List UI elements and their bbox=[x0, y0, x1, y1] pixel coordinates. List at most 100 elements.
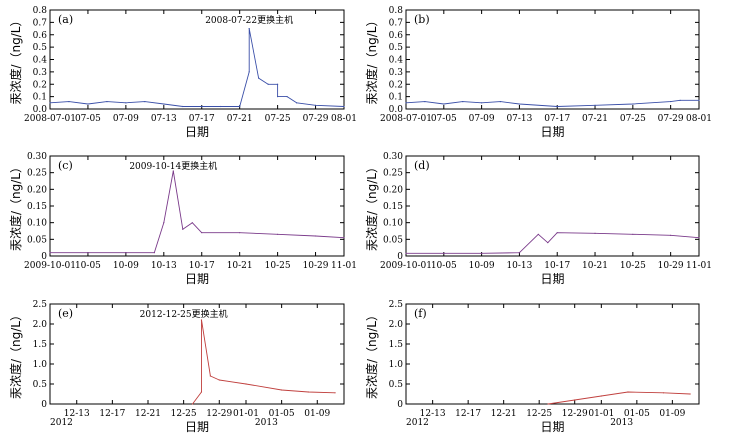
x-tick-label: 07-29 bbox=[658, 114, 684, 124]
y-tick-label: 0.4 bbox=[389, 56, 404, 66]
data-point bbox=[662, 392, 665, 394]
year-label: 2013 bbox=[610, 418, 633, 428]
y-tick-label: 0.5 bbox=[389, 380, 404, 390]
data-point bbox=[248, 71, 250, 73]
y-tick-label: 0.8 bbox=[389, 6, 404, 16]
data-point bbox=[334, 392, 336, 394]
data-point bbox=[518, 252, 521, 254]
x-axis-title: 日期 bbox=[185, 420, 209, 434]
x-tick-label: 07-21 bbox=[582, 114, 608, 124]
data-point bbox=[172, 170, 174, 172]
y-tick-label: 0.0 bbox=[389, 105, 404, 115]
y-tick-label: 0.20 bbox=[27, 185, 47, 195]
x-axis-title: 日期 bbox=[540, 420, 564, 434]
data-point bbox=[556, 105, 558, 108]
x-tick-label: 07-09 bbox=[469, 114, 495, 124]
data-point bbox=[594, 232, 596, 234]
data-point bbox=[405, 252, 407, 254]
y-tick-label: 0.25 bbox=[27, 169, 47, 179]
x-tick-label: 10-29 bbox=[303, 261, 329, 271]
change-host-annotation: 2012-12-25更换主机 bbox=[140, 308, 228, 320]
x-tick-label: 12-21 bbox=[491, 409, 517, 419]
data-point bbox=[547, 403, 549, 405]
x-tick-label: 10-05 bbox=[75, 261, 101, 271]
y-tick-label: 0.3 bbox=[33, 68, 48, 78]
x-tick-label: 10-29 bbox=[658, 261, 684, 271]
panel-label: (e) bbox=[58, 307, 73, 320]
x-tick-label: 12-13 bbox=[64, 409, 90, 419]
data-point bbox=[670, 100, 672, 103]
data-point bbox=[600, 395, 602, 397]
y-tick-label: 0.1 bbox=[389, 93, 403, 103]
y-tick-label: 0 bbox=[397, 400, 403, 410]
y-tick-label: 0 bbox=[41, 400, 47, 410]
data-point bbox=[218, 379, 220, 381]
data-point bbox=[443, 252, 445, 254]
y-tick-label: 0.10 bbox=[27, 219, 47, 229]
plot-frame bbox=[405, 303, 700, 405]
x-tick-label: 12-25 bbox=[171, 409, 197, 419]
x-tick-label: 10-17 bbox=[544, 261, 570, 271]
y-tick-label: 0.2 bbox=[33, 80, 47, 90]
y-tick-label: 0.20 bbox=[383, 185, 403, 195]
y-tick-label: 0.1 bbox=[33, 93, 47, 103]
y-tick-label: 0.15 bbox=[27, 202, 47, 212]
data-point bbox=[182, 228, 184, 230]
x-tick-label: 08-01 bbox=[686, 114, 712, 124]
y-tick-label: 0.0 bbox=[33, 105, 48, 115]
x-tick-label: 07-09 bbox=[113, 114, 139, 124]
data-point bbox=[182, 105, 184, 108]
y-tick-label: 0.5 bbox=[389, 43, 404, 53]
data-point bbox=[125, 102, 127, 104]
data-point bbox=[481, 102, 483, 104]
series-line-e bbox=[192, 319, 336, 405]
data-point bbox=[307, 391, 309, 393]
y-tick-label: 0.25 bbox=[383, 169, 403, 179]
x-tick-label: 07-25 bbox=[620, 114, 646, 124]
y-tick-label: 0.15 bbox=[383, 202, 403, 212]
data-point bbox=[424, 100, 426, 103]
y-tick-label: 0.7 bbox=[33, 18, 48, 28]
x-tick-label: 01-09 bbox=[304, 409, 330, 419]
x-tick-label: 12-21 bbox=[135, 409, 161, 419]
x-axis-title: 日期 bbox=[185, 272, 209, 286]
x-tick-label: 12-17 bbox=[455, 409, 481, 419]
y-tick-label: 0.05 bbox=[383, 235, 403, 245]
x-tick-label: 11-01 bbox=[331, 261, 357, 271]
x-tick-label: 07-29 bbox=[303, 114, 329, 124]
data-point bbox=[125, 252, 127, 254]
year-label: 2012 bbox=[50, 418, 73, 428]
y-tick-label: 0 bbox=[397, 252, 403, 262]
y-tick-label: 2.5 bbox=[389, 300, 404, 310]
data-point bbox=[698, 99, 700, 101]
y-tick-label: 0.05 bbox=[27, 235, 47, 245]
data-point bbox=[343, 237, 345, 239]
data-point bbox=[314, 235, 317, 237]
y-tick-label: 1.0 bbox=[33, 360, 48, 370]
x-tick-label: 07-21 bbox=[227, 114, 253, 124]
y-tick-label: 0.2 bbox=[389, 80, 403, 90]
x-tick-label: 08-01 bbox=[331, 114, 357, 124]
data-point bbox=[405, 102, 407, 104]
y-tick-label: 0.6 bbox=[33, 31, 48, 41]
x-tick-label: 07-05 bbox=[431, 114, 457, 124]
panel-label: (f) bbox=[414, 307, 427, 320]
data-point bbox=[670, 234, 672, 236]
plot-frame bbox=[49, 9, 345, 110]
data-point bbox=[443, 103, 445, 105]
x-tick-label: 10-13 bbox=[151, 261, 177, 271]
x-tick-label: 10-21 bbox=[227, 261, 253, 271]
series-line-a bbox=[49, 28, 345, 107]
change-host-annotation: 2008-07-22更换主机 bbox=[205, 14, 293, 26]
data-point bbox=[209, 375, 211, 377]
data-point bbox=[106, 100, 108, 103]
series-line-f bbox=[548, 391, 691, 405]
plot-frame bbox=[49, 303, 345, 405]
data-point bbox=[689, 393, 691, 395]
x-tick-label: 10-17 bbox=[189, 261, 215, 271]
data-point bbox=[499, 100, 502, 103]
y-axis-title: 汞浓度/（ng/L） bbox=[364, 15, 379, 105]
x-axis-title: 日期 bbox=[540, 272, 564, 286]
y-axis-title: 汞浓度/（ng/L） bbox=[364, 161, 379, 251]
